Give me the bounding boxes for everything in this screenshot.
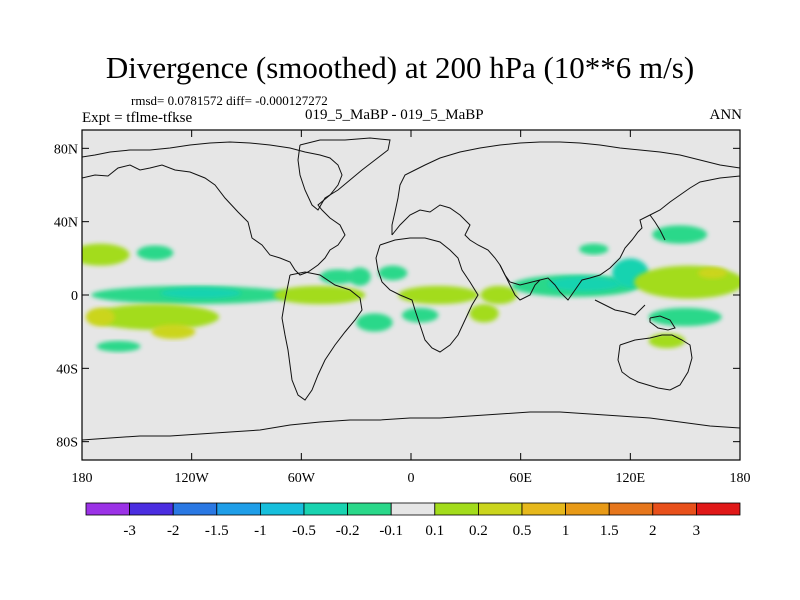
colorbar-label: 1.5 xyxy=(600,523,619,539)
coastline-outlines xyxy=(82,137,740,441)
colorbar-label: -2 xyxy=(167,523,180,539)
divergence-patch xyxy=(160,287,242,299)
divergence-patch xyxy=(548,276,622,292)
divergence-patch xyxy=(469,304,499,323)
colorbar-swatch xyxy=(390,502,436,516)
coast-south-america xyxy=(281,271,363,401)
divergence-patch xyxy=(648,333,686,349)
colorbar-label: -1.5 xyxy=(205,523,229,539)
colorbar-swatch xyxy=(696,502,741,516)
colorbar-swatch xyxy=(259,502,305,516)
divergence-patch xyxy=(85,307,115,327)
colorbar-swatch xyxy=(129,502,174,516)
coast-north-america xyxy=(82,141,346,276)
x-tick-label: 120W xyxy=(175,471,210,486)
y-tick-label: 80S xyxy=(56,436,78,451)
colorbar-swatch xyxy=(172,502,218,516)
x-tick-label: 60W xyxy=(288,471,316,486)
colorbar-swatch xyxy=(477,502,523,516)
experiment-label: Expt = tflme-tfkse xyxy=(82,110,193,126)
divergence-patch xyxy=(648,307,722,327)
divergence-patch xyxy=(697,267,728,279)
coast-indonesia xyxy=(594,299,646,316)
colorbar-swatch xyxy=(434,502,479,516)
divergence-patch xyxy=(579,243,609,255)
coast-japan xyxy=(649,214,666,241)
season-label: ANN xyxy=(709,107,743,123)
case-label: 019_5_MaBP - 019_5_MaBP xyxy=(305,107,484,123)
coast-australia xyxy=(617,334,693,391)
divergence-patch xyxy=(91,304,220,330)
colorbar-label: -0.5 xyxy=(292,523,316,539)
y-tick-label: 80N xyxy=(54,142,78,157)
divergence-patch xyxy=(652,225,708,244)
colorbar-swatch xyxy=(521,502,566,516)
x-tick-label: 60E xyxy=(509,471,532,486)
coast-eurasia xyxy=(391,141,740,301)
divergence-patch xyxy=(378,265,408,281)
divergence-patch xyxy=(151,324,196,339)
colorbar-label: 1 xyxy=(562,523,570,539)
x-tick-label: 120E xyxy=(616,471,646,486)
colorbar-label: 0.1 xyxy=(425,523,444,539)
colorbar-swatch xyxy=(652,502,697,516)
divergence-patch xyxy=(401,307,439,323)
x-tick-label: 180 xyxy=(730,471,751,486)
colorbar-swatch xyxy=(303,502,348,516)
colorbar-swatch xyxy=(85,502,130,516)
colorbar-label: 0.2 xyxy=(469,523,488,539)
coast-greenland xyxy=(297,137,391,211)
divergence-patch xyxy=(634,265,740,299)
divergence-patch xyxy=(356,313,393,332)
colorbar-swatch xyxy=(565,502,610,516)
x-tick-label: 180 xyxy=(72,471,93,486)
divergence-patch xyxy=(348,267,371,286)
coast-africa xyxy=(375,237,479,353)
colorbar-label: 3 xyxy=(693,523,701,539)
colorbar-swatch xyxy=(608,502,654,516)
colorbar-swatch xyxy=(347,502,392,516)
divergence-patch xyxy=(273,285,366,305)
divergence-patch xyxy=(82,243,130,266)
divergence-patch xyxy=(480,285,518,305)
chart-title: Divergence (smoothed) at 200 hPa (10**6 … xyxy=(105,50,695,85)
y-tick-label: 0 xyxy=(71,289,78,304)
colorbar-label: -3 xyxy=(123,523,136,539)
colorbar-swatch xyxy=(216,502,261,516)
coast-new-guinea xyxy=(649,315,676,331)
coast-india xyxy=(499,264,541,301)
divergence-patch xyxy=(398,285,479,305)
stats-label: rmsd= 0.0781572 diff= -0.000127272 xyxy=(131,93,328,108)
coast-antarctica xyxy=(82,411,740,441)
colorbar-label: 2 xyxy=(649,523,657,539)
colorbar-label: -0.1 xyxy=(379,523,403,539)
colorbar-label: 0.5 xyxy=(513,523,532,539)
divergence-patch xyxy=(136,245,174,261)
y-tick-label: 40S xyxy=(56,362,78,377)
divergence-patch xyxy=(96,340,141,352)
x-tick-label: 0 xyxy=(408,471,415,486)
colorbar-label: -1 xyxy=(254,523,267,539)
y-tick-label: 40N xyxy=(54,216,78,231)
colorbar-label: -0.2 xyxy=(336,523,360,539)
